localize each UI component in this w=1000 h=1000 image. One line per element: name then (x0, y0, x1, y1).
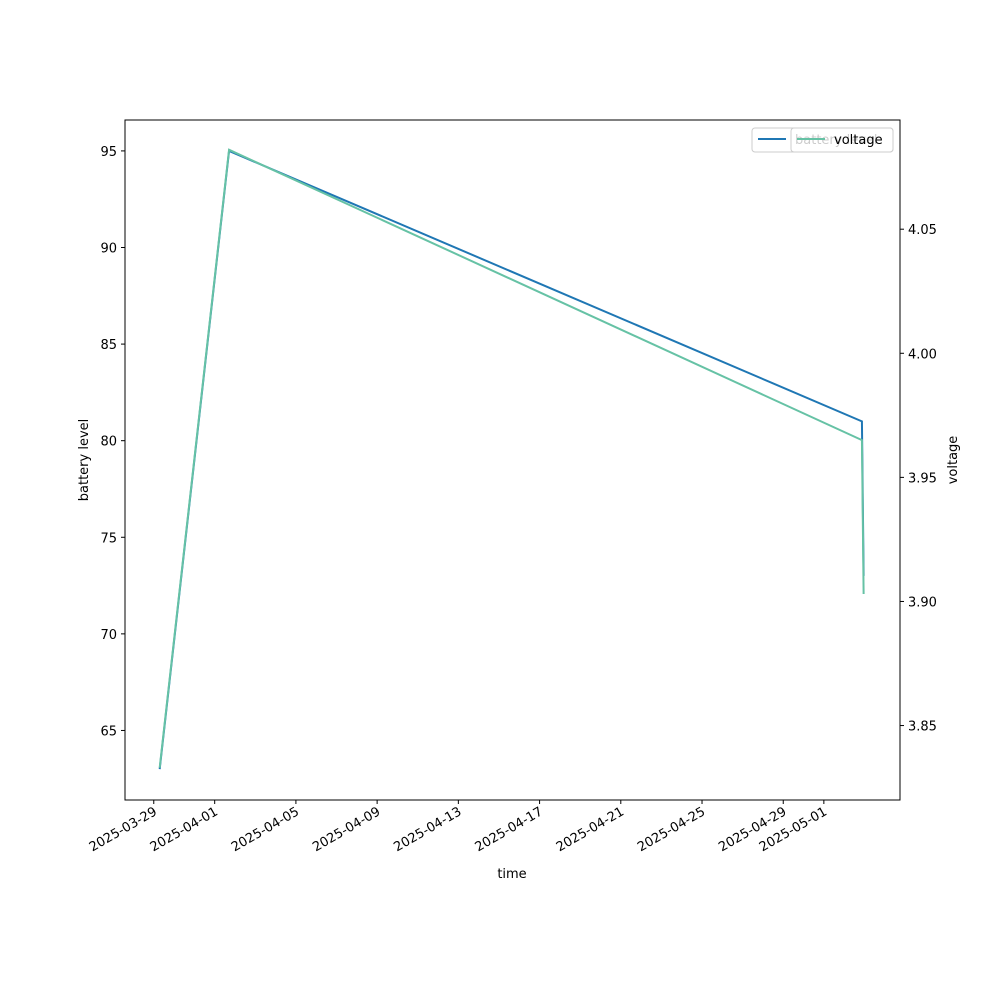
x-tick-label: 2025-03-29 (87, 804, 160, 855)
y-tick-label: 85 (100, 338, 117, 353)
y-tick-label: 75 (100, 531, 117, 546)
x-tick-label: 2025-04-17 (473, 804, 546, 855)
y2-tick-label: 3.95 (908, 471, 937, 486)
x-tick-label: 2025-04-13 (391, 804, 464, 855)
x-axis-label: time (497, 867, 526, 882)
legend-label: voltage (834, 133, 883, 148)
x-tick-label: 2025-04-09 (310, 804, 383, 855)
y-tick-label: 95 (100, 145, 117, 160)
series-line (158, 148, 865, 768)
x-tick-label: 2025-04-01 (148, 804, 221, 855)
plot-frame (124, 119, 901, 801)
y2-tick-label: 3.90 (908, 595, 937, 610)
y-tick-label: 65 (100, 724, 117, 739)
y2-tick-label: 4.00 (908, 347, 937, 362)
y-tick-label: 70 (100, 628, 117, 643)
y2-tick-label: 4.05 (908, 223, 937, 238)
y-axis-label: battery level (77, 419, 92, 502)
legend-box (790, 127, 894, 153)
y-tick-label: 80 (100, 435, 117, 450)
y2-tick-label: 3.85 (908, 720, 937, 735)
y2-axis-label: voltage (946, 436, 961, 485)
x-tick-label: 2025-04-05 (229, 804, 302, 855)
x-tick-label: 2025-04-25 (635, 804, 708, 855)
x-tick-label: 2025-04-21 (554, 804, 627, 855)
series-line (158, 149, 865, 770)
y-tick-label: 90 (100, 242, 117, 257)
